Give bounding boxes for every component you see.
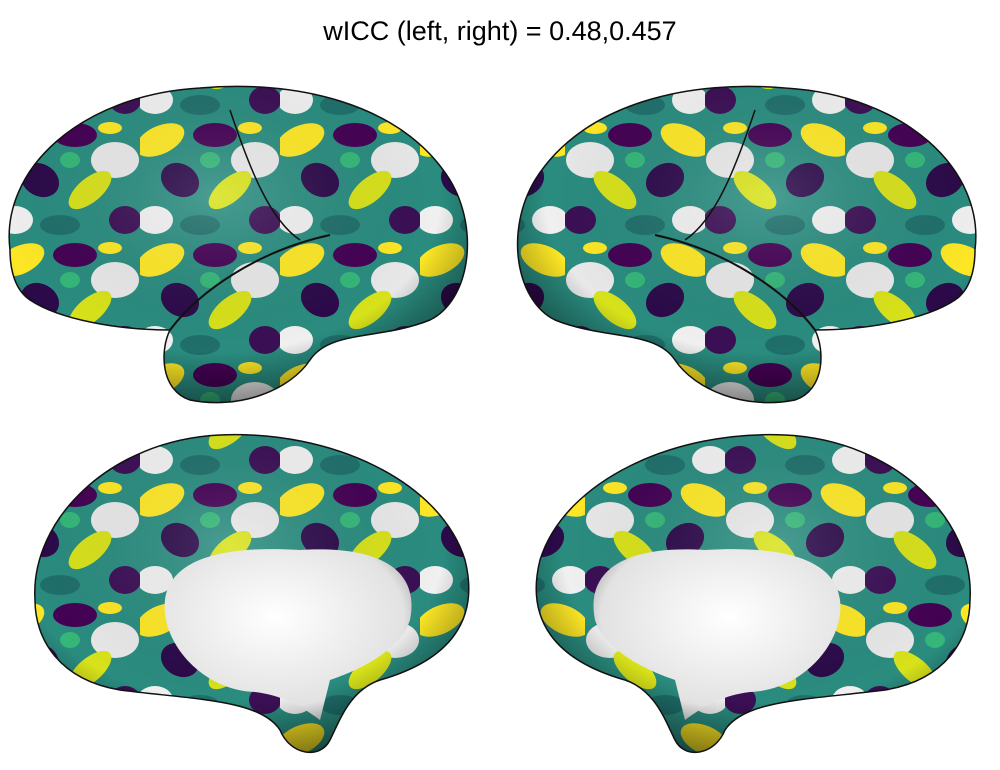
figure-title: wICC (left, right) = 0.48,0.457 — [322, 16, 676, 46]
left-medial-view — [34, 433, 470, 754]
right-lateral-view — [516, 85, 977, 404]
right-medial-view — [535, 433, 971, 754]
left-lateral-view — [8, 85, 469, 404]
